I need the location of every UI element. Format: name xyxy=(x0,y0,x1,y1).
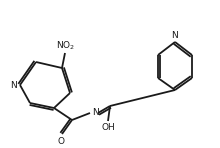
Text: N: N xyxy=(92,107,98,116)
Text: O: O xyxy=(57,136,64,145)
Text: OH: OH xyxy=(101,123,115,132)
Text: N: N xyxy=(10,81,16,90)
Text: NO$_2$: NO$_2$ xyxy=(56,40,76,52)
Text: N: N xyxy=(172,30,178,40)
